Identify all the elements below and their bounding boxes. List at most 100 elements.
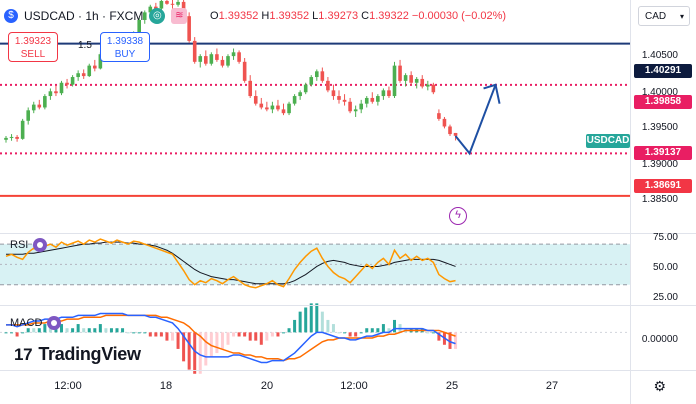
candle-body: [315, 71, 319, 78]
macd-histogram-bar: [93, 328, 97, 333]
candle-body: [292, 96, 297, 104]
macd-histogram-bar: [448, 332, 452, 349]
close-label: C: [361, 10, 370, 22]
macd-histogram-bar: [165, 332, 169, 341]
macd-histogram-bar: [387, 328, 391, 333]
macd-histogram-bar: [376, 328, 380, 333]
macd-histogram-bar: [237, 332, 241, 337]
chevron-down-icon: ▾: [679, 12, 684, 21]
macd-histogram-bar: [182, 332, 186, 362]
indicator-settings-icon[interactable]: [33, 238, 48, 252]
macd-histogram-bar: [270, 332, 274, 337]
candle-body: [220, 59, 225, 66]
tradingview-mark-icon: 17: [14, 344, 33, 364]
high-label: H: [261, 10, 270, 22]
macd-histogram-bar: [187, 332, 191, 370]
support-price-tag: 1.38691: [634, 179, 692, 193]
macd-histogram-bar: [365, 328, 369, 333]
macd-histogram-bar: [60, 324, 63, 333]
macd-histogram-bar: [115, 328, 119, 333]
candle-body: [231, 52, 236, 57]
dotted-lower-price-tag: 1.39137: [634, 146, 692, 160]
sell-button[interactable]: 1.39323 SELL: [8, 32, 58, 62]
candle-body: [270, 105, 275, 110]
price-axis-label: 1.39000: [641, 159, 678, 170]
candle-body: [204, 56, 208, 64]
candle-body: [381, 90, 386, 97]
rsi-line: [5, 238, 456, 289]
tradingview-logo[interactable]: 17 TradingView: [14, 344, 141, 365]
macd-histogram-bar: [359, 332, 363, 334]
candle-body: [20, 120, 25, 139]
currency-selector[interactable]: CAD ▾: [638, 6, 690, 26]
macd-histogram-bar: [65, 328, 69, 333]
macd-histogram-bar: [98, 324, 102, 333]
candle-body: [331, 90, 336, 97]
rsi-legend[interactable]: RSI: [10, 238, 48, 252]
macd-histogram-bar: [265, 332, 269, 341]
time-axis-label: 27: [545, 380, 559, 392]
ohlc-readout: O1.39352 H1.39352 L1.39273 C1.39322 −0.0…: [210, 10, 506, 22]
macd-histogram-bar: [21, 332, 25, 334]
price-axis-label: 1.40500: [641, 50, 678, 61]
candle-body: [326, 80, 330, 91]
symbol-title[interactable]: USDCAD · 1h · FXCM: [24, 9, 144, 23]
macd-histogram-bar: [287, 328, 291, 333]
price-axis-label: 1.38500: [641, 194, 678, 205]
macd-histogram-bar: [337, 332, 341, 334]
macd-histogram-bar: [43, 324, 47, 333]
macd-histogram-bar: [15, 332, 19, 337]
buy-button[interactable]: 1.39338 BUY: [100, 32, 150, 62]
macd-histogram-bar: [220, 332, 224, 349]
candle-body: [281, 109, 286, 114]
candle-body: [420, 78, 425, 87]
candle-body: [426, 84, 430, 87]
candle-body: [342, 99, 347, 102]
indicator-settings-icon[interactable]: [47, 316, 62, 330]
candle-body: [54, 91, 58, 94]
macd-histogram-bar: [315, 303, 319, 333]
sell-label: SELL: [20, 49, 46, 60]
macd-histogram-bar: [104, 328, 108, 333]
candle-body: [359, 103, 363, 110]
macd-histogram-bar: [232, 332, 236, 337]
macd-histogram-bar: [71, 328, 75, 333]
macd-histogram-bar: [259, 332, 263, 345]
pane-separator[interactable]: [0, 305, 696, 306]
rsi-axis-label: 50.00: [652, 262, 678, 273]
candle-body: [259, 103, 264, 108]
candle-body: [209, 54, 214, 64]
candle-body: [392, 65, 397, 97]
macd-histogram-bar: [193, 332, 197, 374]
macd-histogram-bar: [343, 332, 347, 334]
candle-body: [409, 75, 413, 83]
candle-body: [303, 84, 308, 93]
gear-icon[interactable]: ⚙: [653, 378, 666, 394]
candle-body: [309, 77, 314, 85]
macd-histogram-bar: [370, 328, 374, 333]
projection-arrow: [454, 84, 497, 156]
macd-histogram-bar: [381, 324, 385, 333]
dotted-upper-price-tag: 1.39858: [634, 95, 692, 109]
candle-body: [453, 132, 458, 136]
candle-body: [98, 54, 103, 69]
symbol-header[interactable]: $ USDCAD · 1h · FXCM ◎ ≋: [4, 8, 188, 24]
candle-body: [26, 110, 30, 121]
macd-histogram-bar: [348, 332, 352, 337]
candle-body: [337, 96, 341, 100]
candle-body: [226, 56, 230, 66]
candle-body: [65, 82, 69, 85]
currency-label: CAD: [645, 11, 667, 22]
macd-histogram-bar: [154, 332, 158, 337]
flash-icon[interactable]: ϟ: [449, 207, 467, 225]
bars-style-icon[interactable]: ≋: [171, 8, 188, 24]
candle-body: [442, 118, 447, 127]
macd-histogram-bar: [121, 328, 125, 333]
macd-legend[interactable]: MACD: [10, 316, 62, 330]
macd-pane: [0, 303, 630, 374]
macd-histogram-bar: [82, 328, 86, 333]
pane-separator[interactable]: [0, 233, 696, 234]
time-axis-label: 18: [159, 380, 173, 392]
candle-body: [137, 19, 141, 34]
